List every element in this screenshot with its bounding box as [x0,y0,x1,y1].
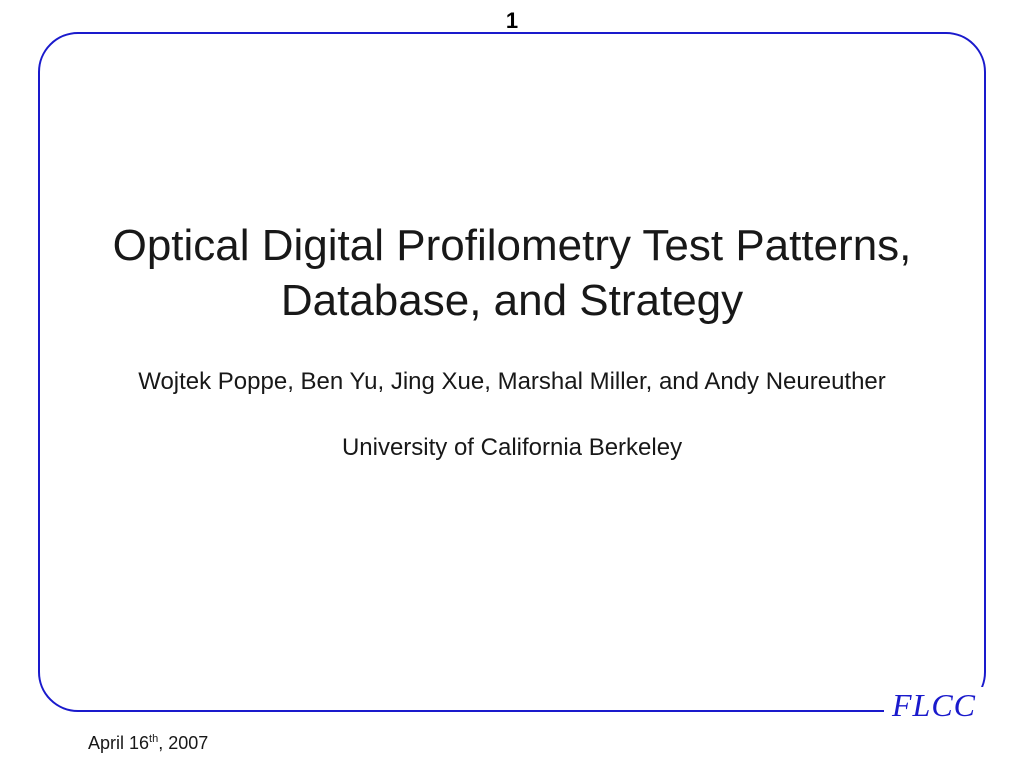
date-ordinal: th [149,733,158,745]
page-number: 1 [0,8,1024,34]
slide: 1 Optical Digital Profilometry Test Patt… [0,0,1024,768]
date-prefix: April 16 [88,733,149,753]
presentation-date: April 16th, 2007 [88,733,208,754]
flcc-logo: FLCC [884,687,984,724]
date-suffix: , 2007 [158,733,208,753]
affiliation: University of California Berkeley [100,432,924,463]
author-list: Wojtek Poppe, Ben Yu, Jing Xue, Marshal … [100,366,924,397]
slide-title: Optical Digital Profilometry Test Patter… [60,218,964,328]
